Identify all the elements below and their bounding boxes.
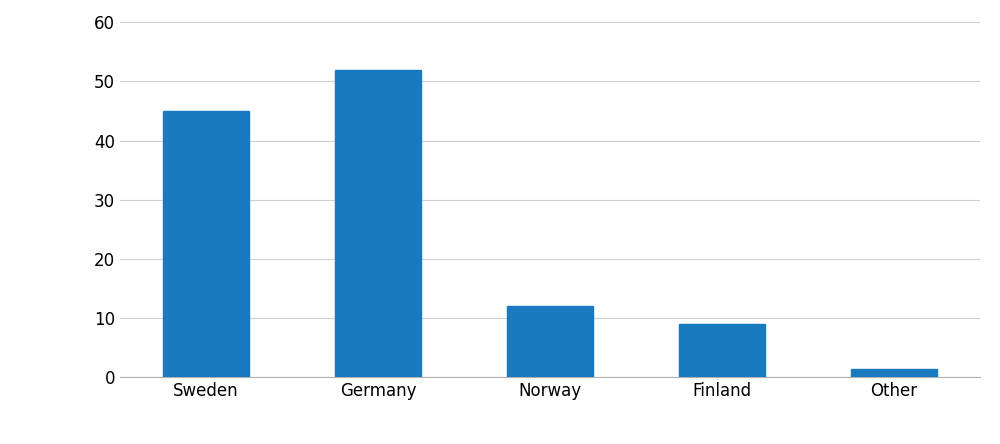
Bar [507, 306, 593, 377]
Bar [335, 70, 421, 377]
Bar [163, 111, 249, 377]
Bar [679, 324, 765, 377]
Bar [851, 369, 937, 377]
